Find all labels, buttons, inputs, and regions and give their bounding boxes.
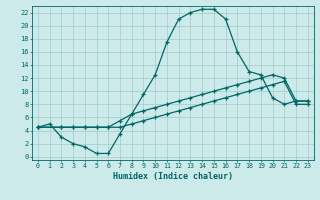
X-axis label: Humidex (Indice chaleur): Humidex (Indice chaleur) [113, 172, 233, 181]
